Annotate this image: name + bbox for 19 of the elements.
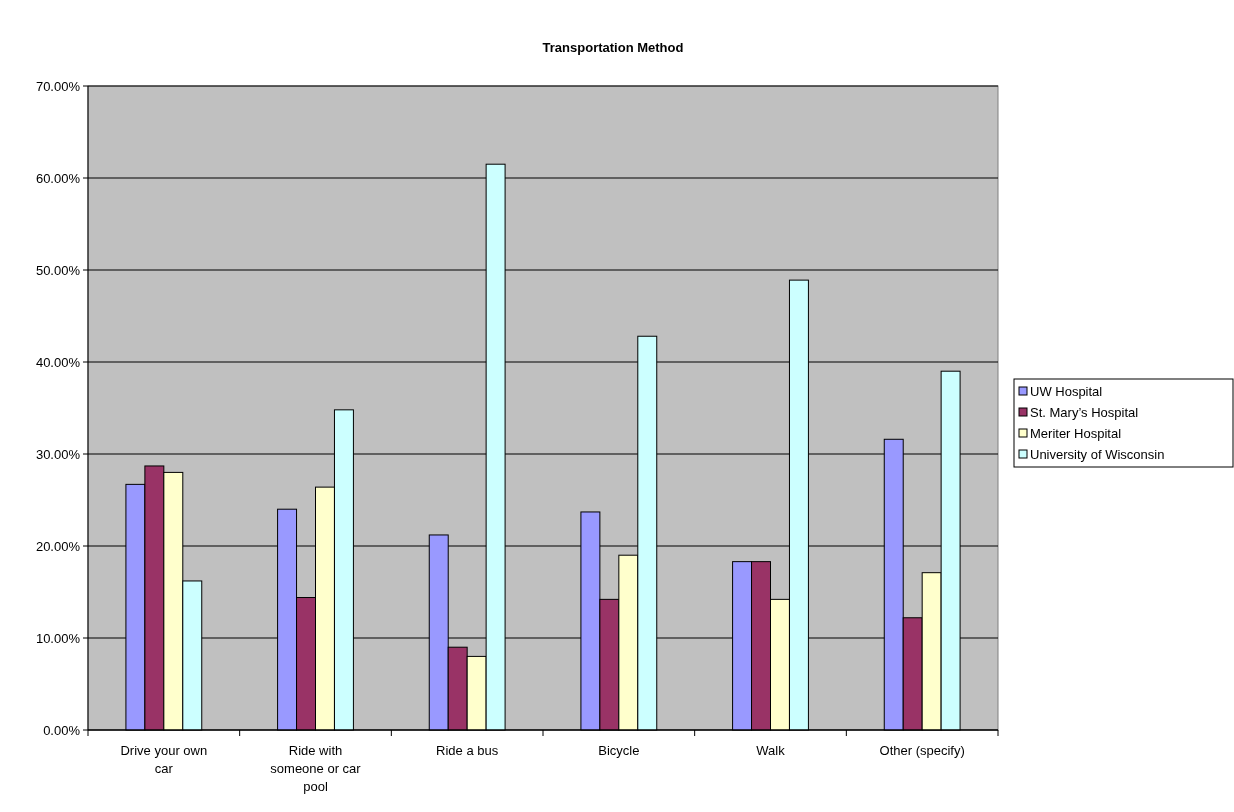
y-tick-label: 60.00%: [35, 170, 81, 186]
x-tick-label: Drive your own car: [120, 743, 208, 776]
y-tick-label: 40.00%: [35, 354, 81, 370]
y-tick-label: 30.00%: [35, 446, 81, 462]
x-tick-label: Ride with someone or car pool: [270, 743, 362, 794]
x-tick-label: Bicycle: [598, 743, 640, 758]
legend-label: Meriter Hospital: [1030, 425, 1122, 441]
legend-label: University of Wisconsin: [1030, 446, 1165, 462]
chart-title: Transportation Method: [542, 40, 684, 55]
y-tick-label: 20.00%: [35, 538, 81, 554]
x-tick-label: Ride a bus: [436, 743, 499, 758]
y-tick-label: 10.00%: [35, 630, 81, 646]
x-tick-label: Other (specify): [879, 743, 965, 758]
y-tick-label: 50.00%: [35, 262, 81, 278]
x-tick-label: Walk: [756, 743, 786, 758]
legend-label: UW Hospital: [1030, 383, 1103, 399]
legend-label: St. Mary’s Hospital: [1030, 404, 1139, 420]
y-tick-label: 0.00%: [43, 722, 81, 738]
y-tick-label: 70.00%: [35, 78, 81, 94]
